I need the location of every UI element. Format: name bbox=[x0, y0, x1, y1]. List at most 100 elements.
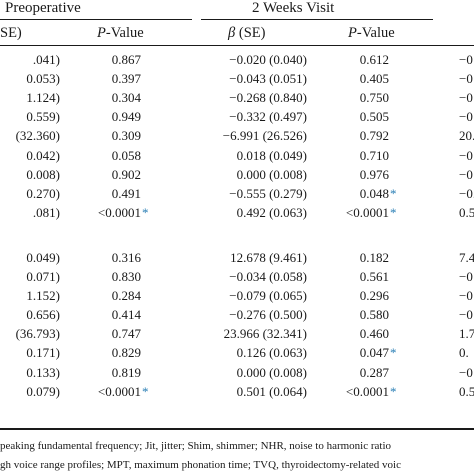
cell-pre-pvalue: 0.309 bbox=[112, 128, 141, 144]
cell-value: 0.405 bbox=[359, 71, 389, 87]
cell-value: −0 bbox=[459, 166, 473, 182]
cell-value: 0.505 bbox=[359, 109, 389, 125]
cell-value: 0.902 bbox=[111, 166, 141, 182]
cell-pre-se: (36.793) bbox=[16, 326, 60, 342]
cell-value: 0.750 bbox=[359, 90, 389, 106]
cell-pre-se: 0.079) bbox=[26, 384, 60, 400]
cell-w2-pvalue: 0.460 bbox=[360, 326, 389, 342]
cell-value: 0.867 bbox=[111, 52, 141, 67]
cell-value: 0.284 bbox=[111, 288, 141, 304]
cell-value: 0.049) bbox=[26, 249, 60, 265]
beta-italic: β bbox=[228, 25, 236, 41]
cell-value: −6.991 (26.526) bbox=[222, 128, 307, 144]
cell-w2-pvalue: 0.505 bbox=[360, 109, 389, 125]
cell-value: 23.966 (32.341) bbox=[223, 326, 307, 342]
cell-pre-se: 1.124) bbox=[26, 90, 60, 106]
cell-value: 0.830 bbox=[111, 269, 141, 284]
cell-value: 0.079) bbox=[26, 383, 60, 399]
cell-w2-beta-se: −0.276 (0.500) bbox=[229, 307, 307, 323]
cell-w2-beta-se: 0.018 (0.049) bbox=[237, 148, 307, 164]
cell-pre-se: 0.171) bbox=[26, 345, 60, 361]
cell-value: −0 bbox=[459, 71, 473, 87]
cell-value: 0.414 bbox=[111, 307, 141, 323]
cell-pre-se: 1.152) bbox=[26, 288, 60, 304]
significance-asterisk: * bbox=[390, 345, 397, 361]
cell-value: 1.7 bbox=[459, 326, 474, 342]
significance-asterisk: * bbox=[390, 383, 397, 399]
cell-next-col-partial: −0 bbox=[459, 52, 473, 68]
cell-next-col-partial: 0. bbox=[459, 345, 469, 361]
cell-pre-se: .081) bbox=[33, 205, 60, 221]
significance-asterisk: * bbox=[390, 185, 397, 201]
cell-pre-pvalue: 0.747 bbox=[112, 326, 141, 342]
cell-pre-pvalue: 0.491 bbox=[112, 186, 141, 202]
cell-w2-pvalue: 0.750 bbox=[360, 90, 389, 106]
cell-next-col-partial: 1.7 bbox=[459, 326, 474, 342]
cell-value: 0.5 bbox=[459, 383, 474, 399]
cell-value: 0.000 (0.008) bbox=[236, 166, 307, 182]
cell-pre-pvalue: 0.830 bbox=[112, 269, 141, 285]
cell-value: <0.0001 bbox=[97, 204, 141, 220]
cell-pre-pvalue: 0.829 bbox=[112, 345, 141, 361]
cell-value: 0.171) bbox=[26, 345, 60, 361]
footnote-line-1: peaking fundamental frequency; Jit, jitt… bbox=[0, 440, 392, 452]
cell-pre-se: 0.656) bbox=[26, 307, 60, 323]
cell-next-col-partial: −0 bbox=[459, 365, 473, 381]
cell-value: 0.053) bbox=[26, 71, 60, 87]
header-rule bbox=[0, 45, 474, 46]
cell-value: 0.559) bbox=[26, 109, 60, 125]
cell-value: 0. bbox=[459, 345, 469, 361]
cell-w2-pvalue: <0.0001 * bbox=[346, 384, 397, 400]
cell-next-col-partial: −0 bbox=[459, 109, 473, 125]
cell-pre-se: .041) bbox=[33, 52, 60, 68]
beta-suffix: (SE) bbox=[235, 25, 266, 41]
cell-value: 0.561 bbox=[359, 269, 389, 284]
cell-value: .041) bbox=[32, 52, 60, 67]
cell-pre-pvalue: 0.819 bbox=[112, 365, 141, 381]
cell-pre-pvalue: 0.397 bbox=[112, 71, 141, 87]
cell-value: −0 bbox=[459, 90, 473, 106]
cell-value: 0.071) bbox=[26, 269, 60, 284]
cell-next-col-partial: −0 bbox=[459, 71, 473, 87]
cell-pre-pvalue: 0.058 bbox=[112, 148, 141, 164]
cell-w2-pvalue: <0.0001 * bbox=[346, 205, 397, 221]
cell-pre-se: 0.053) bbox=[26, 71, 60, 87]
cell-value: 0.270) bbox=[26, 185, 60, 201]
cell-value: −0.332 (0.497) bbox=[229, 109, 307, 125]
cell-value: 0.976 bbox=[359, 166, 389, 182]
cell-value: 12.678 (9.461) bbox=[230, 249, 307, 265]
cell-w2-pvalue: 0.182 bbox=[360, 250, 389, 266]
cell-value: −0.034 (0.058) bbox=[229, 269, 307, 284]
cell-value: −0.555 (0.279) bbox=[229, 185, 307, 201]
cell-value: 0.460 bbox=[359, 326, 389, 342]
cell-w2-beta-se: −0.268 (0.840) bbox=[229, 90, 307, 106]
cell-value: −0 bbox=[459, 364, 473, 380]
cell-value: −0 bbox=[459, 288, 473, 304]
cell-value: 0.182 bbox=[359, 249, 389, 265]
p-value-suffix: -Value bbox=[356, 25, 395, 41]
cell-w2-beta-se: −0.043 (0.051) bbox=[229, 71, 307, 87]
cell-w2-beta-se: 0.126 (0.063) bbox=[237, 345, 307, 361]
cell-pre-se: (32.360) bbox=[16, 128, 60, 144]
cell-pre-se: 0.133) bbox=[26, 365, 60, 381]
cell-pre-pvalue: 0.414 bbox=[112, 307, 141, 323]
cell-w2-beta-se: 0.501 (0.064) bbox=[237, 384, 307, 400]
cell-w2-pvalue: 0.792 bbox=[360, 128, 389, 144]
cell-next-col-partial: −0 bbox=[459, 148, 473, 164]
cell-w2-pvalue: 0.561 bbox=[360, 269, 389, 285]
p-value-suffix: -Value bbox=[105, 25, 144, 41]
cell-next-col-partial: −0.5 bbox=[459, 186, 474, 202]
cell-value: 0.949 bbox=[111, 109, 141, 125]
cell-w2-pvalue: 0.976 bbox=[360, 167, 389, 183]
cell-value: −0 bbox=[459, 147, 473, 163]
significance-asterisk: * bbox=[142, 204, 149, 220]
cell-w2-beta-se: −6.991 (26.526) bbox=[223, 128, 307, 144]
cell-next-col-partial: 0.5 bbox=[459, 384, 474, 400]
cell-value: (32.360) bbox=[15, 128, 60, 144]
cell-w2-pvalue: 0.287 bbox=[360, 365, 389, 381]
cell-w2-beta-se: 23.966 (32.341) bbox=[224, 326, 307, 342]
cell-pre-pvalue: 0.284 bbox=[112, 288, 141, 304]
cell-pre-pvalue: 0.949 bbox=[112, 109, 141, 125]
cell-value: 0.5 bbox=[459, 204, 474, 220]
significance-asterisk: * bbox=[142, 383, 149, 399]
